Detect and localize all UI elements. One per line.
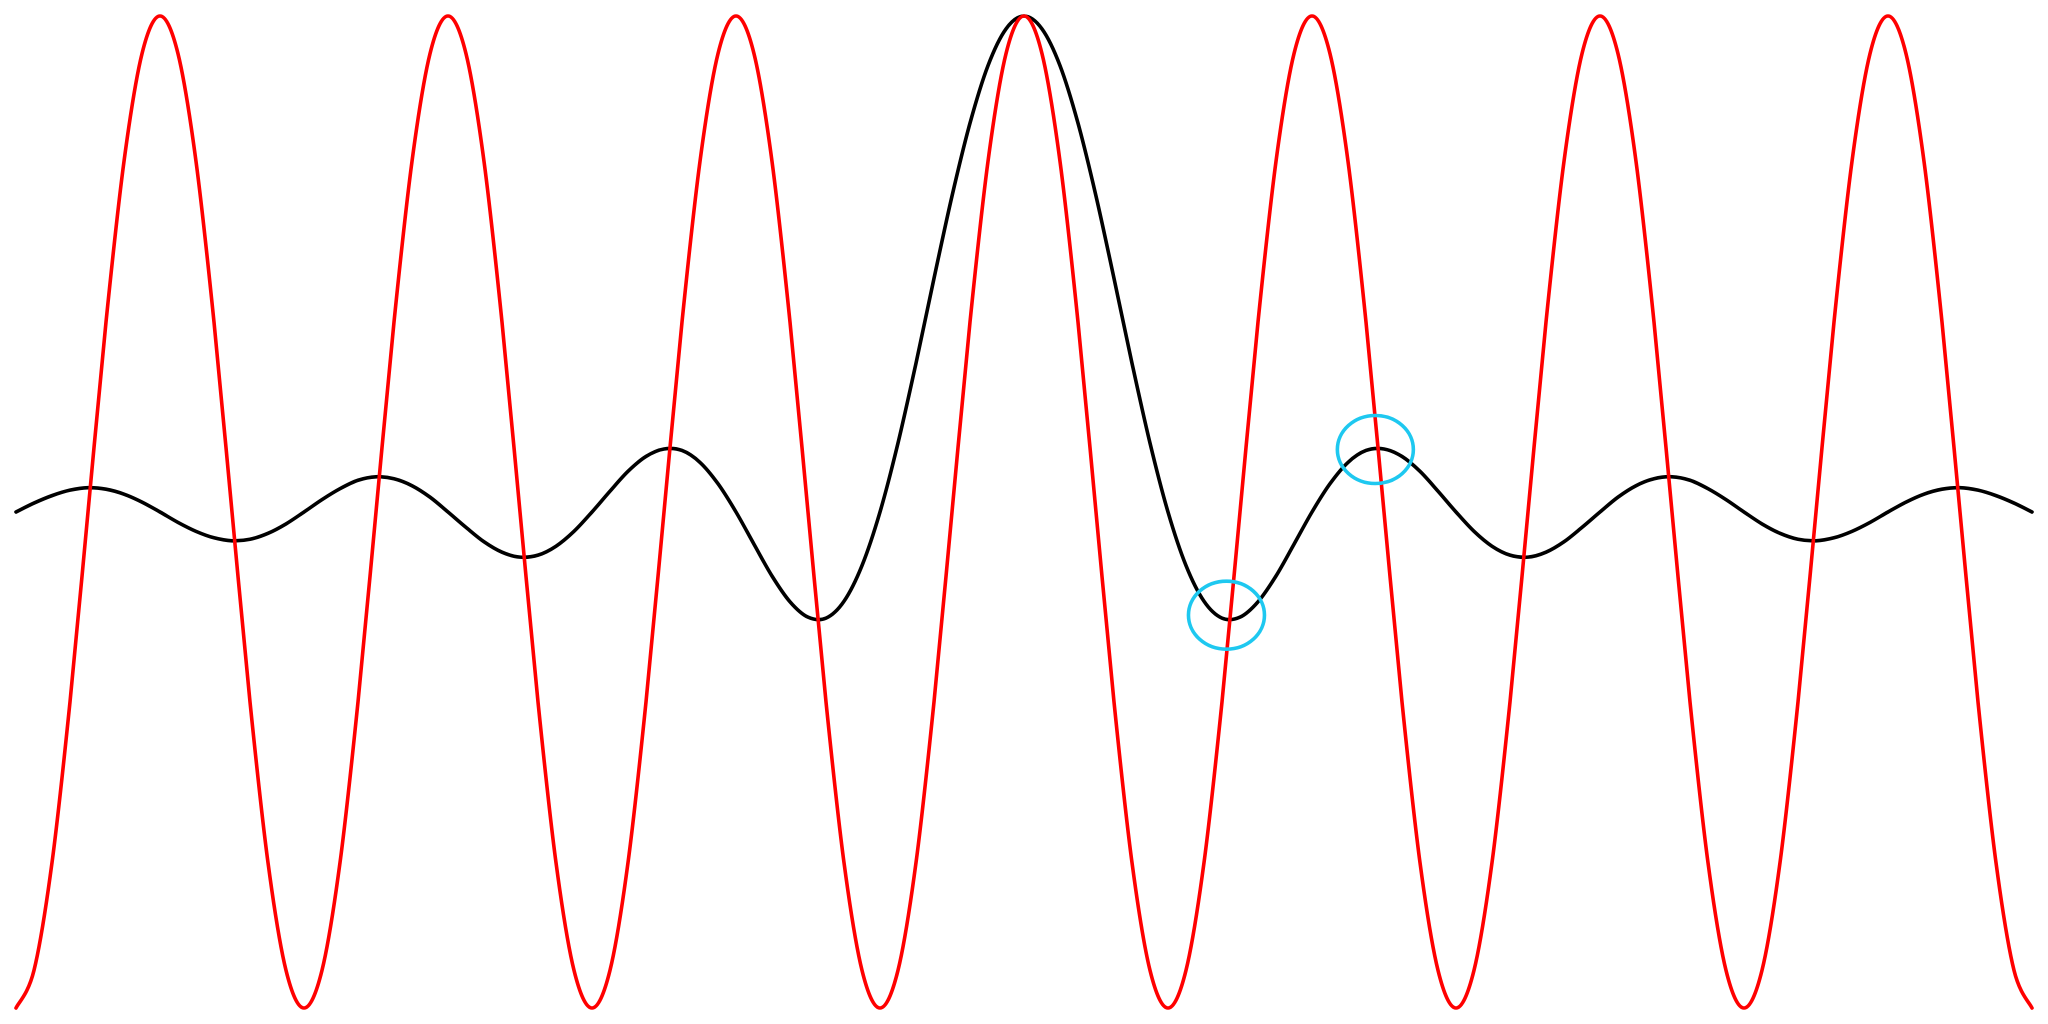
highlight-marker (1335, 413, 1416, 486)
highlight-marker (1186, 579, 1267, 651)
line-series (14, 14, 2034, 1010)
